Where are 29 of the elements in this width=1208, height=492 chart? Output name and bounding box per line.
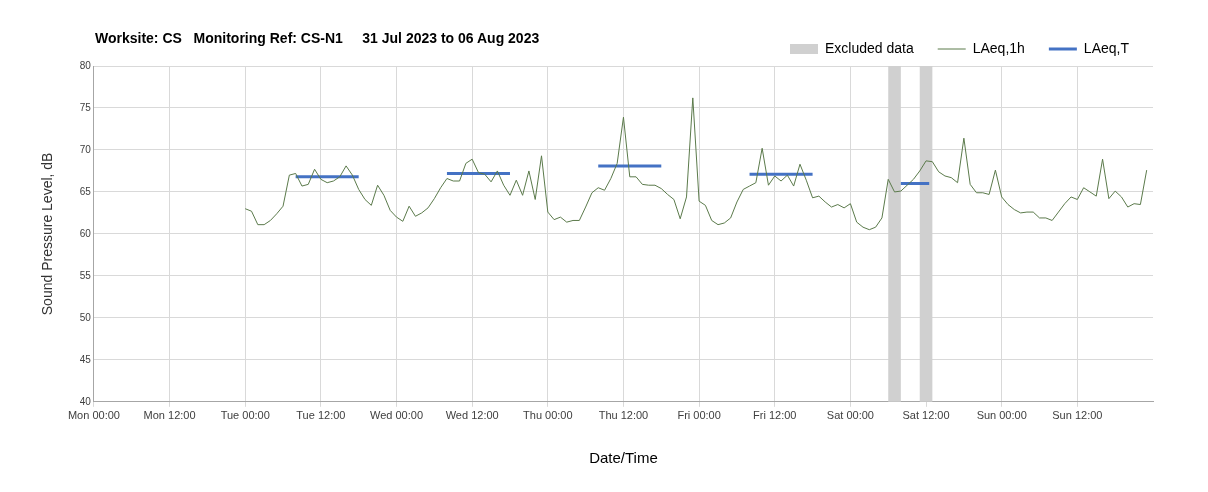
x-tick-label: Tue 12:00 (296, 409, 346, 422)
legend-label: Excluded data (824, 39, 914, 56)
legend-label: LAeq,1h (972, 39, 1025, 56)
y-tick-label: 45 (79, 353, 92, 365)
x-tick-label: Mon 12:00 (143, 409, 196, 422)
x-tick-label: Wed 12:00 (445, 409, 499, 422)
x-axis-title: Date/Time (589, 449, 658, 467)
x-tick-label: Sun 00:00 (976, 409, 1027, 422)
y-axis-title: Sound Pressure Level, dB (39, 152, 56, 316)
x-tick-label: Wed 00:00 (370, 409, 424, 422)
x-tick-label: Sat 12:00 (902, 409, 950, 422)
y-tick-label: 60 (79, 227, 92, 239)
x-tick-label: Thu 00:00 (523, 409, 573, 422)
x-tick-label: Mon 00:00 (67, 409, 120, 422)
y-tick-label: 50 (79, 311, 92, 323)
x-tick-label: Tue 00:00 (220, 409, 270, 422)
x-tick-label: Fri 12:00 (753, 409, 797, 422)
y-tick-label: 65 (79, 185, 92, 197)
y-tick-label: 80 (79, 59, 92, 71)
legend-label: LAeq,T (1083, 39, 1130, 56)
y-tick-label: 75 (79, 101, 92, 113)
x-tick-label: Sun 12:00 (1052, 409, 1103, 422)
y-tick-label: 70 (79, 143, 92, 155)
y-tick-label: 40 (79, 395, 92, 407)
chart-title: Worksite: CS Monitoring Ref: CS-N1 31 Jul 2023 to 06 Aug 2023 (95, 30, 540, 46)
y-tick-label: 55 (79, 269, 92, 281)
x-tick-label: Thu 12:00 (598, 409, 649, 422)
x-tick-label: Fri 00:00 (677, 409, 721, 422)
x-tick-label: Sat 00:00 (826, 409, 874, 422)
